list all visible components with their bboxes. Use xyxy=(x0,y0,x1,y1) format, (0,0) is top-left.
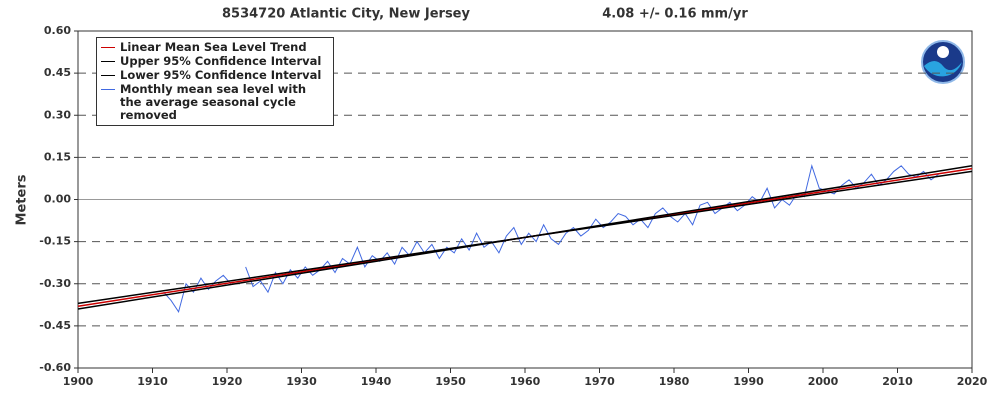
x-tick-label: 1930 xyxy=(286,375,317,388)
y-tick-label: 0.00 xyxy=(44,193,71,206)
x-tick-label: 1910 xyxy=(137,375,168,388)
x-tick-label: 2000 xyxy=(808,375,839,388)
x-tick-label: 1900 xyxy=(63,375,94,388)
x-tick-label: 1970 xyxy=(584,375,615,388)
legend-swatch xyxy=(101,47,115,48)
legend-item: Monthly mean sea level with the average … xyxy=(101,83,329,122)
x-tick-label: 2020 xyxy=(957,375,988,388)
y-tick-label: 0.60 xyxy=(44,24,71,37)
legend-label: Lower 95% Confidence Interval xyxy=(120,68,322,82)
y-tick-label: 0.30 xyxy=(44,108,71,121)
y-axis-label: Meters xyxy=(15,174,30,225)
x-tick-label: 1940 xyxy=(361,375,392,388)
legend-swatch xyxy=(101,75,115,76)
legend-label: Monthly mean sea level with the average … xyxy=(120,82,307,122)
legend-label: Linear Mean Sea Level Trend xyxy=(120,40,307,54)
legend-item: Upper 95% Confidence Interval xyxy=(101,55,329,68)
plot-frame xyxy=(77,30,973,369)
y-tick-label: 0.15 xyxy=(44,150,71,163)
x-tick-label: 1960 xyxy=(510,375,541,388)
trend-line xyxy=(77,170,973,305)
legend-swatch xyxy=(101,61,115,62)
x-tick-label: 1990 xyxy=(733,375,764,388)
legend-item: Linear Mean Sea Level Trend xyxy=(101,41,329,54)
y-tick-label: -0.30 xyxy=(39,277,71,290)
chart-subtitle: 4.08 +/- 0.16 mm/yr xyxy=(602,7,748,22)
legend-item: Lower 95% Confidence Interval xyxy=(101,69,329,82)
y-tick-label: 0.45 xyxy=(44,66,71,79)
y-tick-label: -0.60 xyxy=(39,361,71,374)
legend: Linear Mean Sea Level Trend Upper 95% Con… xyxy=(96,37,334,126)
legend-swatch xyxy=(101,89,115,90)
x-tick-label: 1980 xyxy=(659,375,690,388)
x-tick-label: 2010 xyxy=(882,375,913,388)
noaa-logo xyxy=(921,40,965,84)
monthly-line xyxy=(163,163,939,314)
y-tick-label: -0.15 xyxy=(39,235,71,248)
x-tick-label: 1950 xyxy=(435,375,466,388)
y-tick-label: -0.45 xyxy=(39,319,71,332)
legend-label: Upper 95% Confidence Interval xyxy=(120,54,322,68)
x-tick-label: 1920 xyxy=(212,375,243,388)
chart-title: 8534720 Atlantic City, New Jersey xyxy=(222,7,470,22)
